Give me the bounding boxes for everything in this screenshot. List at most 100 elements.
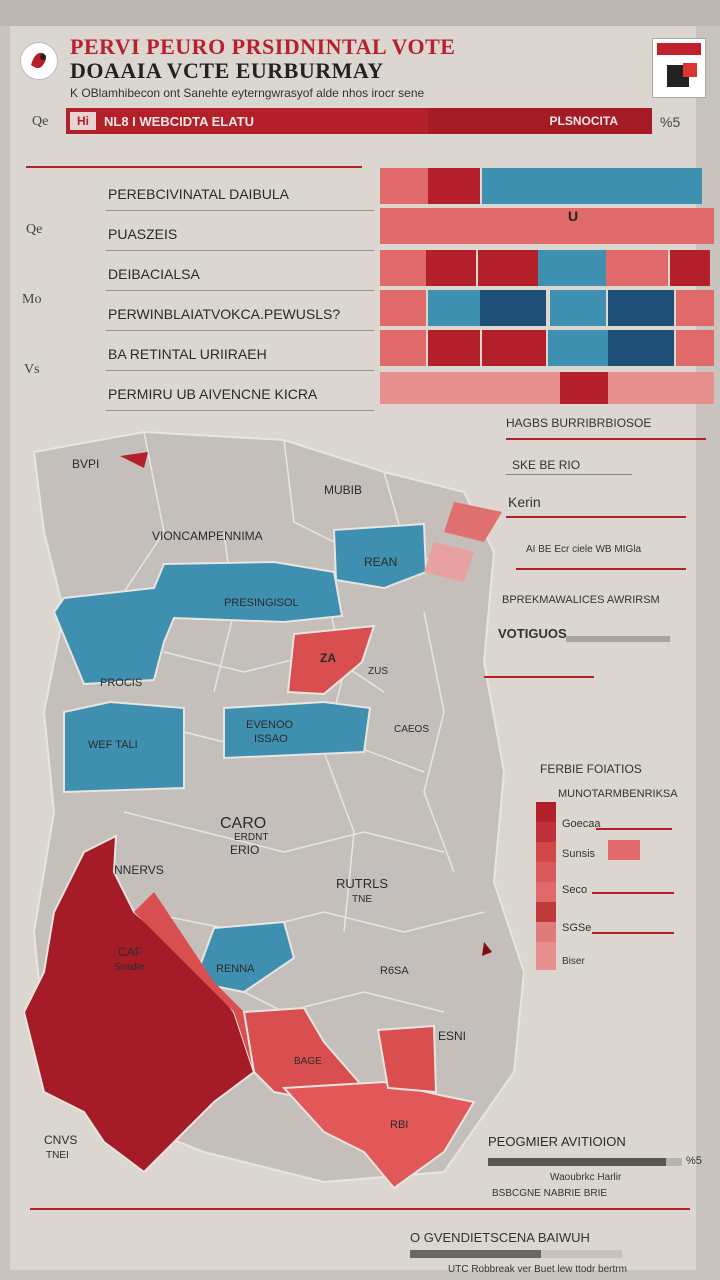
map-label-n: MUBIB [324, 483, 362, 497]
heat-cell [676, 330, 714, 366]
map-region-red-center [286, 624, 376, 696]
heat-cell [550, 290, 606, 326]
legend-rule [596, 828, 672, 830]
row-label-2: PUASZEIS [108, 226, 178, 242]
main-title: PERVI PEURO PRSIDNINTAL VOTE [70, 34, 456, 59]
legend-swatch [608, 840, 640, 860]
map-region-blue-ne [332, 522, 428, 590]
map-region-blue-west [52, 560, 344, 686]
footer-caption: UTC Robbreak ver Buet lew ttodr bertrm [448, 1264, 627, 1275]
heat-cell [480, 290, 546, 326]
map-label-s-gray: R6SA [380, 965, 409, 977]
legend-swatch [536, 802, 556, 822]
map-label-w-blue: PRESINGISOL [224, 597, 299, 609]
legend-rule [484, 676, 594, 678]
side-label-row-b: Mo [22, 292, 42, 307]
map-label-s-blue: RENNA [216, 963, 255, 975]
heat-cell [380, 168, 428, 204]
legend-rule [506, 474, 632, 475]
divider-rule [26, 166, 362, 168]
category-bar: Hi NL8 I WEBCIDTA ELATU PLSNOCITA [66, 108, 652, 134]
map-label-c-blue: EVENOO [246, 719, 294, 731]
legend-swatch [536, 922, 556, 942]
map-label-nc: VIONCAMPENNIMA [152, 529, 263, 543]
progress-bar-1 [488, 1158, 682, 1166]
heat-cell [478, 250, 538, 286]
legend-swatch [536, 882, 556, 902]
results-heatmap: U [380, 168, 714, 408]
legend-s2-item-1: Goecaa [562, 818, 601, 830]
map-label-c3-sub: ERDNT [234, 832, 268, 843]
map-label-ne-blue: REAN [364, 555, 397, 569]
map-label-sw-red: CAF [118, 945, 142, 959]
legend-s2-item-5: Biser [562, 956, 585, 967]
map-label-sw-blue: WEF TALI [88, 739, 138, 751]
heat-cell [380, 372, 714, 404]
heat-cell [670, 250, 710, 286]
row-divider [106, 410, 374, 411]
map-marker-e [482, 942, 492, 956]
progress-fill-2 [410, 1250, 542, 1258]
map-marker-nw [120, 452, 148, 468]
region-map: BVPI MUBIB VIONCAMPENNIMA REAN PRESINGIS… [24, 430, 524, 1190]
legend-swatch [536, 842, 556, 862]
map-region-blue-center [223, 700, 372, 760]
row-label-6: PERMIRU UB AIVENCNE KICRA [108, 386, 318, 402]
map-label-nwest: NNERVS [114, 863, 164, 877]
map-label-c3-sub2: ERIO [230, 843, 259, 857]
emblem-logo [20, 42, 58, 80]
map-label-c3: CARO [220, 815, 266, 832]
row-divider [106, 330, 374, 331]
heat-cell [606, 250, 668, 286]
heat-cell [424, 208, 714, 244]
side-label-row-a: Qe [26, 222, 43, 237]
row-label-3: DEIBACIALSA [108, 266, 200, 282]
flag-icon [652, 38, 706, 98]
legend-s2-item-4: SGSe [562, 922, 592, 934]
map-region-red-ne [444, 502, 502, 542]
heat-cell [560, 372, 608, 404]
map-label-se-red: ESNI [438, 1029, 466, 1043]
legend-rule [592, 892, 674, 894]
heat-marker: U [568, 208, 579, 224]
side-label-row-c: Vs [24, 362, 40, 377]
category-left-label: NL8 I WEBCIDTA ELATU [104, 114, 254, 129]
heat-cell [380, 208, 424, 244]
row-label-5: BA RETINTAL URIIRAEH [108, 346, 267, 362]
row-label-1: PEREBCIVINATAL DAIBULA [108, 186, 290, 202]
side-label-right: %5 [660, 114, 681, 130]
map-region-dark-red-sw [24, 834, 256, 1174]
row-divider [106, 290, 374, 291]
row-divider [106, 250, 374, 251]
map-label-coast-sub: TNEI [46, 1150, 69, 1161]
map-label-s-red3: RBI [390, 1119, 408, 1131]
legend-s2-item-2: Sunsis [562, 848, 596, 860]
legend-item-4: BPREKMAWALICES AWRIRSM [502, 594, 660, 606]
map-label-c2: CAEOS [394, 724, 429, 735]
heat-cell [676, 290, 714, 326]
legend-item-3: AI BE Ecr ciele WB MIGla [526, 544, 642, 555]
row-divider [106, 370, 374, 371]
map-label-nw: BVPI [72, 457, 99, 471]
map-label-coast: CNVS [44, 1133, 77, 1147]
legend-swatch [536, 822, 556, 842]
heat-cell [428, 168, 480, 204]
map-region-red-east [376, 1024, 438, 1094]
legend-rule [516, 568, 686, 570]
legend-title: HAGBS BURRIBRBIOSOE [506, 416, 652, 430]
row-divider [106, 210, 374, 211]
side-label-top: Qe [32, 114, 49, 129]
legend-section2-sub: MUNOTARMBENRIKSA [558, 788, 678, 800]
footer-title: PEOGMIER AVITIOION [488, 1134, 626, 1149]
header-description: K OBlamhibecon ont Sanehte eyterngwrasyo… [70, 86, 425, 100]
heat-cell [538, 250, 606, 286]
main-subtitle-title: DOAAIA VCTE EURBURMAY [70, 58, 384, 83]
legend-section2-title: FERBIE FOIATIOS [540, 762, 642, 776]
progress-bar-2 [410, 1250, 622, 1258]
map-region-blue-sw [63, 700, 185, 794]
legend-rule [506, 516, 686, 518]
legend-item-2: Kerin [508, 494, 541, 510]
legend-swatch [536, 902, 556, 922]
category-right-label: PLSNOCITA [549, 114, 618, 128]
legend-gradient [566, 636, 670, 642]
